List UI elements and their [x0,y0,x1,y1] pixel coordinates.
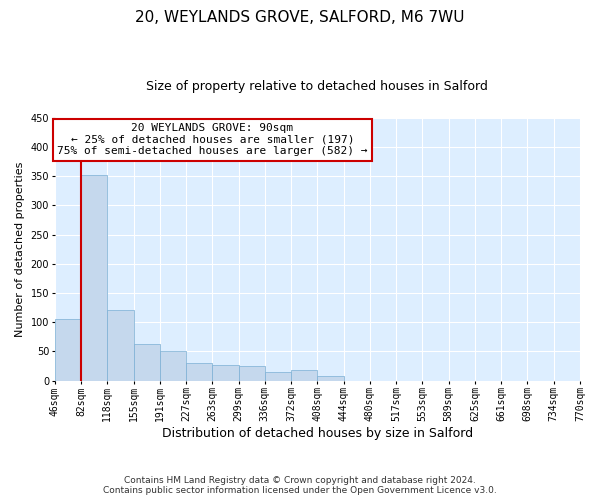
Bar [134,344,160,380]
Bar [55,320,81,380]
Y-axis label: Number of detached properties: Number of detached properties [15,162,25,337]
Title: Size of property relative to detached houses in Salford: Size of property relative to detached ho… [146,80,488,93]
Text: Contains HM Land Registry data © Crown copyright and database right 2024.
Contai: Contains HM Land Registry data © Crown c… [103,476,497,495]
Text: 20, WEYLANDS GROVE, SALFORD, M6 7WU: 20, WEYLANDS GROVE, SALFORD, M6 7WU [135,10,465,25]
Bar [107,310,134,380]
X-axis label: Distribution of detached houses by size in Salford: Distribution of detached houses by size … [162,427,473,440]
Bar [186,363,212,380]
Bar [160,352,186,380]
Bar [317,376,344,380]
Bar [81,175,107,380]
Text: 20 WEYLANDS GROVE: 90sqm
← 25% of detached houses are smaller (197)
75% of semi-: 20 WEYLANDS GROVE: 90sqm ← 25% of detach… [57,123,368,156]
Bar [291,370,317,380]
Bar [239,366,265,380]
Bar [265,372,291,380]
Bar [212,366,239,380]
